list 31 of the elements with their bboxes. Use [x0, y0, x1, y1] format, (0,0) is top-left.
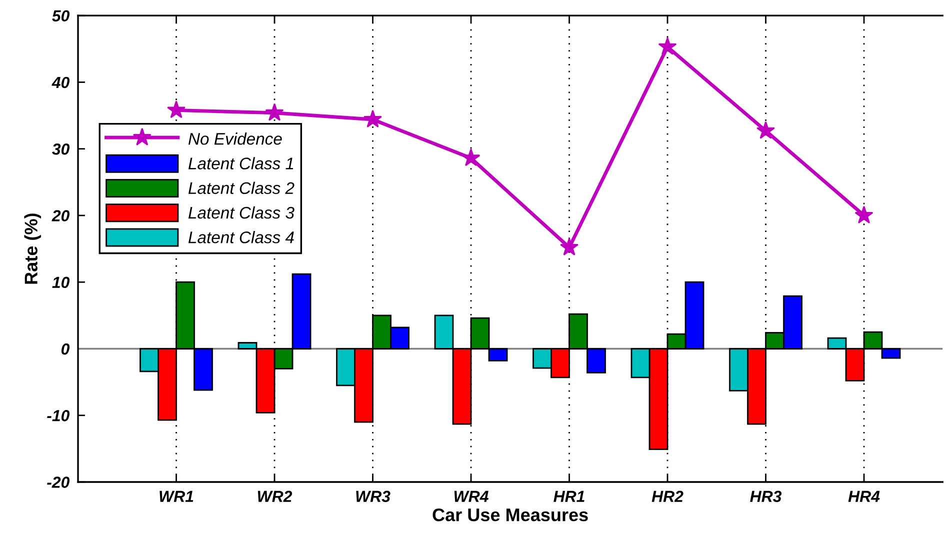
legend-label: Latent Class 4: [188, 231, 294, 244]
point: [658, 37, 677, 55]
x-tick-label: WR3: [356, 490, 390, 502]
point: [560, 238, 579, 256]
legend-label: No Evidence: [188, 132, 282, 145]
x-tick-label: HR4: [848, 490, 880, 502]
x-tick-label: HR3: [750, 490, 782, 502]
y-tick-label: 40: [52, 76, 70, 88]
y-tick-label: 10: [52, 276, 70, 288]
y-tick-label: -20: [47, 476, 70, 488]
x-axis-title: Car Use Measures: [432, 508, 588, 522]
point: [265, 103, 284, 121]
point: [854, 206, 874, 224]
y-axis-title: Rate (%): [24, 214, 42, 284]
x-tick-label: WR2: [258, 490, 292, 502]
point: [363, 110, 382, 128]
y-tick-label: -10: [47, 410, 70, 422]
point: [166, 100, 186, 118]
y-tick-label: 20: [52, 210, 70, 222]
y-tick-label: 0: [61, 343, 70, 355]
point: [756, 121, 776, 139]
y-tick-label: 30: [52, 143, 70, 155]
x-tick-label: HR2: [652, 490, 684, 502]
point: [462, 148, 480, 166]
legend-label: Latent Class 1: [188, 157, 294, 170]
x-tick-label: HR1: [554, 490, 584, 502]
legend-label: Latent Class 3: [188, 206, 294, 219]
x-tick-label: WR1: [160, 490, 194, 502]
y-tick-label: 50: [52, 10, 70, 22]
x-tick-label: WR4: [454, 490, 488, 502]
legend-label: Latent Class 2: [188, 182, 294, 194]
